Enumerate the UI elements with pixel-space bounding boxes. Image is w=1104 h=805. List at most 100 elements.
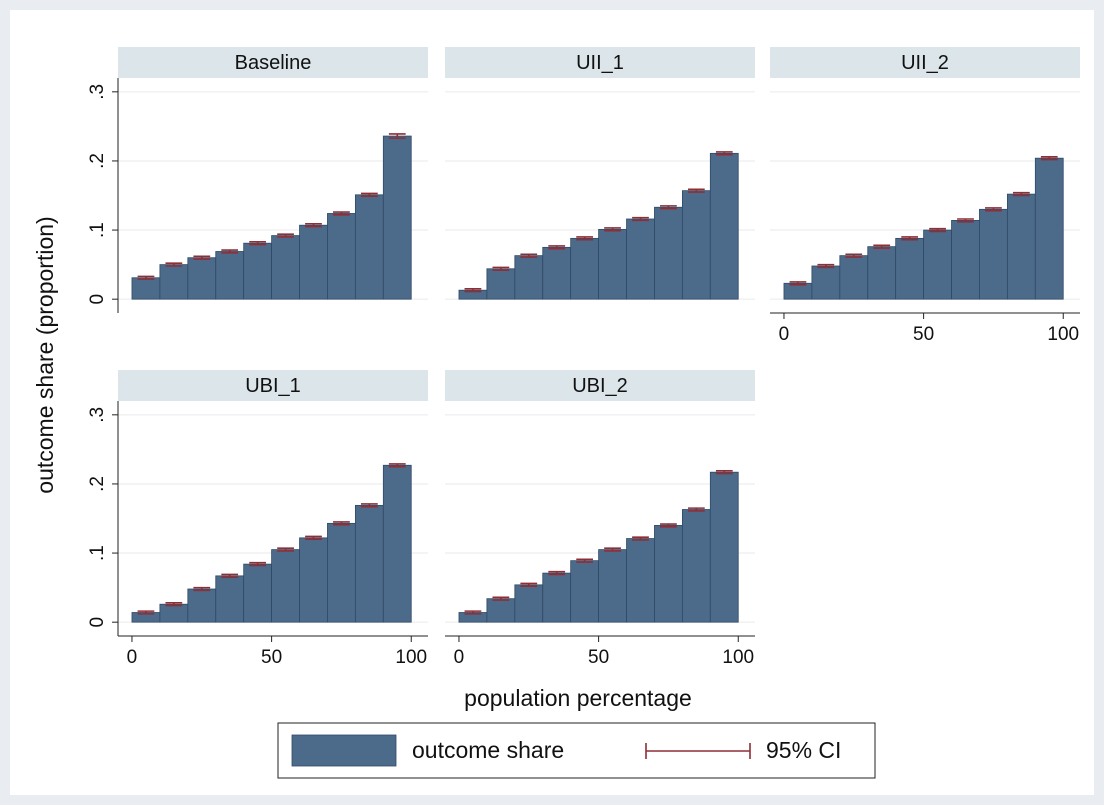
bar (654, 525, 683, 623)
x-tick-label: 0 (454, 647, 465, 668)
error-bar (165, 262, 183, 267)
bar (327, 522, 356, 623)
error-bar (604, 227, 621, 232)
panel-header (118, 370, 428, 401)
error-bar (193, 255, 211, 260)
bar (923, 229, 952, 300)
bar (783, 282, 813, 300)
error-bar (929, 227, 946, 233)
y-tick-label: 0 (87, 617, 108, 628)
bar (895, 237, 925, 300)
error-bar (277, 233, 294, 238)
bar (159, 603, 189, 623)
bar (542, 246, 572, 300)
error-bar (548, 245, 566, 250)
bar (598, 549, 627, 623)
error-bar (520, 582, 538, 588)
x-tick-label: 100 (395, 647, 427, 668)
y-tick-label: .3 (87, 407, 108, 423)
bar (187, 588, 217, 623)
error-bar (137, 610, 155, 615)
error-bar (388, 463, 406, 468)
panel-header (770, 47, 1080, 78)
bar (542, 572, 572, 623)
bar (1006, 193, 1036, 300)
error-bar (492, 596, 510, 601)
error-bar (464, 288, 482, 293)
x-tick-label: 100 (722, 647, 754, 668)
panel-title: Baseline (235, 52, 312, 74)
bar (243, 563, 273, 623)
legend-ci-symbol (645, 743, 751, 759)
bar (486, 598, 516, 623)
panel-title: UBI_2 (572, 375, 628, 397)
error-bar (845, 253, 863, 258)
bar (215, 575, 245, 623)
panel-title: UII_2 (901, 52, 949, 74)
panel-title: UBI_1 (245, 375, 301, 397)
y-tick-label: .2 (87, 476, 108, 492)
error-bar (360, 503, 378, 508)
error-bar (632, 216, 649, 222)
error-bar (305, 223, 322, 228)
error-bar (193, 586, 211, 592)
error-bar (715, 151, 733, 156)
bar (654, 206, 683, 300)
bar (382, 464, 412, 623)
error-bar (548, 570, 566, 576)
bar (811, 265, 841, 300)
bar (271, 549, 300, 623)
error-bar (165, 602, 183, 607)
x-tick-label: 50 (913, 324, 934, 345)
y-tick-label: .1 (87, 222, 108, 238)
bar (215, 251, 245, 300)
error-bar (576, 558, 594, 563)
error-bar (660, 523, 677, 528)
x-tick-label: 50 (588, 647, 609, 668)
bar (598, 228, 627, 300)
bar (486, 268, 516, 300)
bar (514, 255, 544, 300)
error-bar (520, 253, 538, 258)
error-bar (333, 211, 350, 216)
error-bar (957, 218, 974, 223)
bar (709, 471, 739, 623)
error-bar (985, 207, 1002, 212)
error-bar (687, 188, 705, 193)
error-bar (221, 249, 239, 254)
error-bar (333, 521, 350, 526)
bar (271, 235, 300, 300)
legend-label: 95% CI (766, 737, 841, 763)
bar (681, 190, 711, 300)
error-bar (137, 275, 155, 280)
bar (570, 237, 600, 300)
error-bar (360, 192, 378, 197)
y-tick-label: .1 (87, 545, 108, 561)
x-tick-label: 50 (261, 647, 282, 668)
bar (187, 257, 217, 300)
error-bar (632, 536, 649, 541)
error-bar (492, 266, 510, 271)
bar (299, 537, 328, 623)
error-bar (817, 263, 835, 269)
error-bar (277, 547, 294, 552)
panel-header (118, 47, 428, 78)
bar (570, 560, 600, 623)
bar (626, 538, 655, 623)
bar (299, 224, 328, 300)
bar (243, 242, 273, 300)
bar (839, 255, 869, 300)
error-bar (388, 133, 406, 139)
error-bar (604, 547, 621, 552)
bar (354, 504, 384, 623)
error-bar (687, 507, 705, 512)
y-tick-label: .2 (87, 153, 108, 169)
bar (514, 584, 544, 623)
bar (681, 509, 711, 623)
error-bar (901, 236, 919, 241)
bar (354, 194, 384, 300)
bar (867, 246, 897, 300)
bar (951, 219, 980, 300)
error-bar (873, 244, 891, 249)
